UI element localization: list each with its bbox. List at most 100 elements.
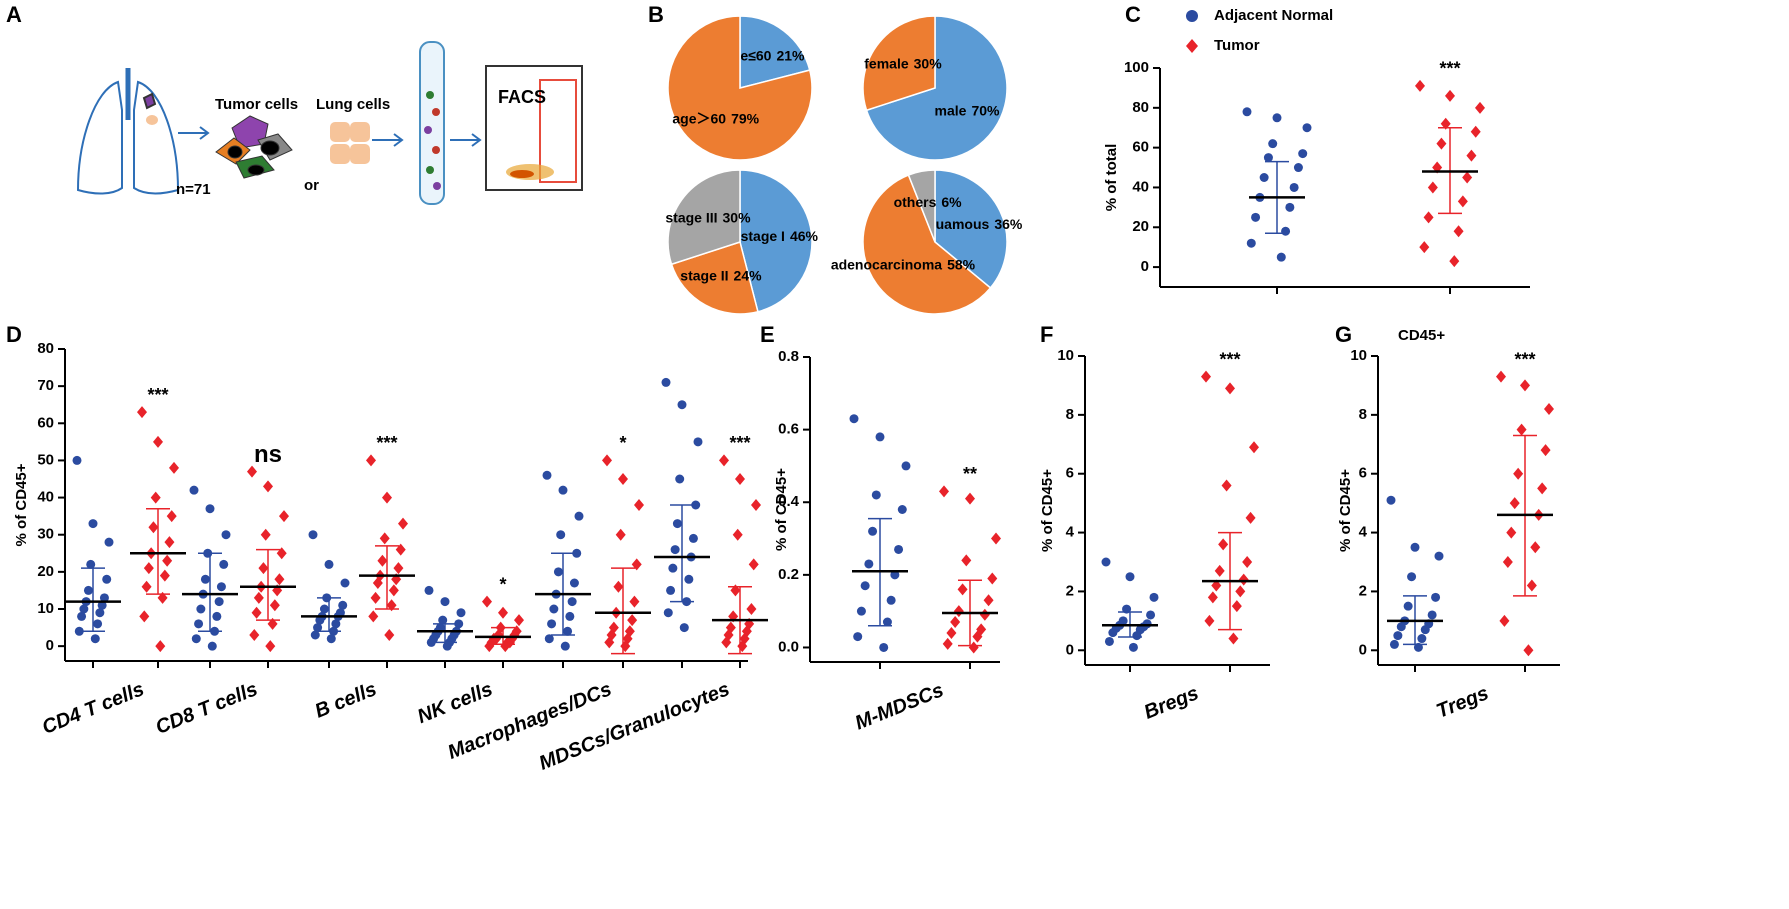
tumor-point (1211, 579, 1222, 592)
slice-category: adenocarcinoma (831, 256, 942, 272)
tumor-point (1225, 382, 1235, 395)
tumor-point (263, 480, 273, 493)
normal-point (1393, 631, 1403, 641)
normal-point (1407, 572, 1417, 582)
tumor-point (979, 608, 990, 621)
x-tick-label: Tregs (1433, 682, 1491, 723)
normal-point (90, 634, 100, 644)
normal-point (1108, 628, 1118, 638)
normal-point (565, 611, 575, 621)
normal-point (675, 474, 685, 484)
x-tick-label: MDSCs/Granulocytes (536, 678, 733, 775)
error-bar (611, 567, 635, 655)
significance: *** (729, 433, 750, 453)
normal-point (544, 634, 554, 644)
tumor-point (1204, 614, 1215, 627)
x-tick-label: CD4 T cells (39, 678, 147, 739)
tumor-point (166, 510, 177, 523)
tumor-point (1245, 511, 1256, 524)
tumor-point (1506, 526, 1517, 539)
slice-category: stage I (741, 228, 785, 244)
y-tick-label: 0 (46, 637, 54, 654)
tube (419, 41, 445, 205)
y-tick-label: 10 (1350, 347, 1367, 364)
slice-value: 30% (914, 55, 943, 71)
normal-point (1128, 642, 1138, 652)
normal-point (194, 619, 204, 629)
slice-category: stage III (665, 209, 717, 225)
tumor-point (498, 606, 508, 619)
y-tick-label: 8 (1359, 406, 1367, 423)
y-tick-label: 80 (37, 340, 54, 357)
normal-point (214, 597, 224, 607)
panel-label: A (6, 2, 22, 27)
normal-point (79, 604, 89, 614)
normal-point (856, 606, 866, 616)
y-tick-label: 100 (1124, 59, 1149, 76)
tumor-point (169, 461, 179, 474)
pie-label: female 30% (864, 55, 942, 71)
y-tick-label: 6 (1066, 465, 1074, 482)
pie-label: stage III 30% (665, 209, 751, 225)
y-tick-label: 0 (1141, 258, 1149, 275)
normal-point (1263, 153, 1273, 163)
normal-point (438, 615, 448, 625)
normal-point (77, 611, 87, 621)
tumor-point (629, 595, 640, 608)
tumor-point (946, 626, 957, 639)
normal-point (691, 500, 701, 510)
tumor-point (968, 641, 979, 654)
normal-point (1417, 634, 1427, 644)
y-tick-label: 0.8 (778, 348, 799, 365)
tumor-point (260, 528, 271, 541)
tumor-point (735, 473, 745, 485)
pie-slice (739, 15, 811, 89)
tumor-point (398, 517, 408, 530)
slice-value: 30% (723, 209, 752, 225)
tumor-point (137, 406, 147, 419)
tumor-point (957, 583, 968, 596)
y-tick-label: 30 (37, 526, 54, 543)
normal-point (1276, 252, 1286, 262)
slice-category: squamous (919, 216, 989, 232)
pie-slice (862, 15, 936, 112)
tumor-point (1218, 538, 1229, 551)
tumor-point (484, 640, 495, 653)
normal-point (219, 559, 229, 569)
tumor-point (1540, 444, 1551, 457)
normal-point (205, 504, 215, 514)
y-axis-label: % of total (1103, 144, 1120, 212)
normal-point (890, 570, 900, 580)
normal-point (663, 608, 673, 618)
panel-label: B (648, 2, 664, 27)
pie-slice (667, 15, 813, 161)
normal-point (661, 377, 671, 387)
tumor-point (1231, 600, 1242, 613)
tumor-point (953, 605, 964, 618)
normal-point (553, 567, 563, 577)
normal-point (1104, 636, 1114, 646)
normal-point (1242, 107, 1252, 117)
normal-point (1293, 163, 1303, 173)
tumor-point (634, 499, 644, 511)
tumor-point (162, 554, 173, 567)
tumor-point (1516, 423, 1527, 436)
tumor-point (732, 528, 743, 541)
facs-plot (485, 65, 583, 191)
normal-point (558, 485, 568, 495)
tumor-point (1423, 211, 1434, 224)
normal-point (315, 615, 325, 625)
normal-point (1246, 238, 1256, 248)
tumor-point (482, 595, 492, 608)
tumor-point (1207, 591, 1218, 604)
y-tick-label: 0.2 (778, 566, 799, 583)
tumor-point (939, 485, 949, 498)
diagram-label: Lung cells (316, 96, 390, 113)
normal-point (1403, 601, 1413, 611)
y-axis-label: % of CD45+ (1337, 469, 1354, 552)
normal-point (549, 604, 559, 614)
y-tick-label: 20 (1132, 218, 1149, 235)
significance: ns (254, 441, 282, 468)
lung-cells (330, 122, 370, 164)
tumor-point (384, 629, 395, 641)
